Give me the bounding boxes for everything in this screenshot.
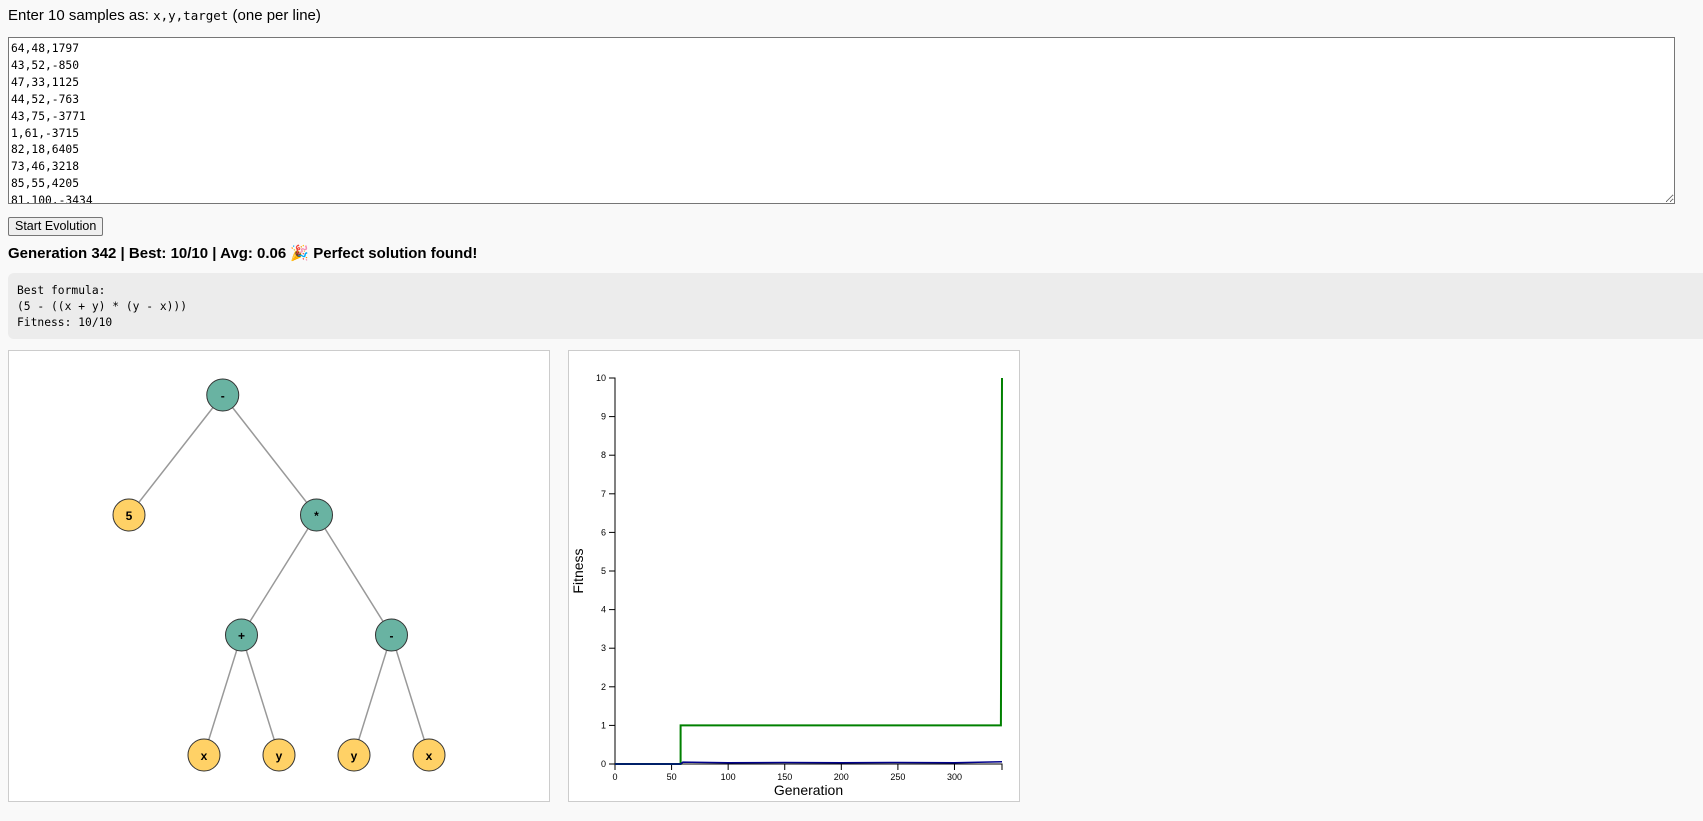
tree-node-circle [262,738,296,772]
x-tick-label: 300 [947,772,962,782]
tree-node-label: + [238,629,245,643]
instructions-text: Enter 10 samples as: x,y,target (one per… [8,7,321,24]
tree-leaf-node: 5 [112,498,146,532]
tree-edge [240,634,280,756]
tree-node-circle [412,738,446,772]
y-tick-label: 5 [601,566,606,576]
tree-node-circle [300,498,333,532]
expression-tree-panel: 5 x y + y x - * - [8,350,550,802]
y-tick-label: 1 [601,720,606,730]
y-tick-label: 10 [596,373,606,383]
fitness-chart-svg: 0 50 100 150 200 250 300 0 1 2 3 4 5 6 7 8 9 10 Generation… [570,373,1003,798]
tree-node-circle [225,618,258,652]
x-tick-label: 150 [777,772,792,782]
x-tick-label: 100 [721,772,736,782]
tree-edge [353,634,393,756]
tree-node-circle [337,738,371,772]
best-formula-heading: Best formula: [17,284,106,297]
status-line: Generation 342 | Best: 10/10 | Avg: 0.06… [8,245,478,262]
format-code: x,y,target [153,8,229,23]
best-fitness-line [615,377,1003,765]
tree-leaf-node: x [412,738,446,772]
y-tick-label: 3 [601,643,606,653]
tree-leaf-node: x [187,738,221,772]
tree-operator-node: * [300,498,333,532]
x-tick-label: 0 [612,772,617,782]
y-tick-label: 6 [601,527,606,537]
fitness-readout: Fitness: 10/10 [17,316,113,329]
x-tick-label: 200 [834,772,849,782]
result-box: Best formula: (5 - ((x + y) * (y - x))) Fi… [8,273,1703,339]
y-tick-label: 4 [601,605,606,615]
best-formula-expression: (5 - ((x + y) * (y - x))) [17,300,188,313]
start-evolution-button[interactable]: Start Evolution [8,217,104,236]
tree-node-label: y [276,749,283,763]
samples-textarea[interactable] [8,37,1675,204]
tree-node-label: * [314,509,319,523]
tree-node-label: - [221,389,225,403]
instructions-suffix: (one per line) [228,7,321,24]
tree-operator-node: - [206,378,240,412]
x-tick-label: 50 [667,772,677,782]
tree-node-label: x [201,749,208,763]
y-tick-label: 8 [601,450,606,460]
tree-leaf-node: y [337,738,371,772]
instructions-prefix: Enter 10 samples as: [8,7,154,24]
x-axis-title: Generation [774,782,843,798]
tree-operator-node: + [225,618,258,652]
average-fitness-line [615,760,1003,765]
y-axis-title: Fitness [570,548,586,593]
tree-node-label: y [351,749,358,763]
tree-node-circle [206,378,240,412]
tree-nodes: 5 x y + y x - * - [112,378,446,772]
tree-edge [315,514,393,636]
tree-node-label: x [426,749,433,763]
y-tick-label: 0 [601,759,606,769]
tree-operator-node: - [375,618,408,652]
tree-node-circle [187,738,221,772]
tree-edge [222,394,318,516]
tree-node-circle [375,618,408,652]
fitness-chart-panel: 0 50 100 150 200 250 300 0 1 2 3 4 5 6 7 8 9 10 Generation… [568,350,1020,802]
y-axis: 0 1 2 3 4 5 6 7 8 9 10 [596,373,616,769]
x-axis: 0 50 100 150 200 250 300 [612,763,1003,782]
expression-tree-svg: 5 x y + y x - * - [112,378,446,772]
tree-edge [240,514,318,636]
tree-node-label: 5 [126,509,133,523]
tree-edge [390,634,430,756]
tree-edges [128,394,430,756]
tree-leaf-node: y [262,738,296,772]
tree-node-label: - [390,629,394,643]
y-tick-label: 7 [601,489,606,499]
tree-node-circle [112,498,146,532]
x-tick-label: 250 [890,772,905,782]
y-tick-label: 9 [601,412,606,422]
tree-edge [203,634,243,756]
y-tick-label: 2 [601,682,606,692]
tree-edge [128,394,224,516]
